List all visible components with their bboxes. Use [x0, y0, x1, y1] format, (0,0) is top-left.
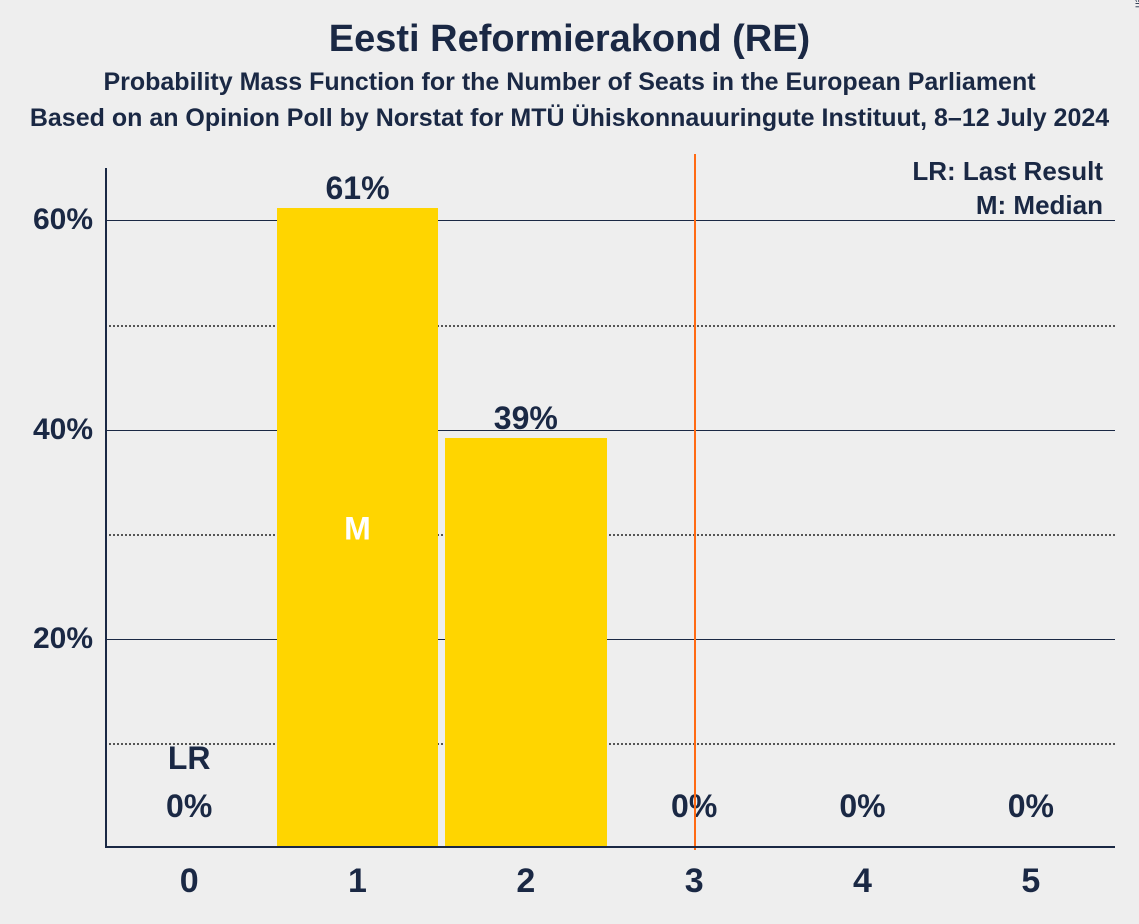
x-axis-label: 1 — [348, 862, 367, 901]
y-axis — [105, 168, 107, 848]
y-axis-label: 20% — [33, 622, 93, 656]
x-axis-label: 4 — [853, 862, 872, 901]
grid-major — [105, 220, 1115, 221]
y-axis-label: 40% — [33, 413, 93, 447]
bar-value-label: 0% — [166, 788, 212, 825]
chart-title: Eesti Reformierakond (RE) — [0, 18, 1139, 61]
legend-median: M: Median — [976, 190, 1103, 221]
x-axis-label: 5 — [1021, 862, 1040, 901]
x-axis-label: 2 — [516, 862, 535, 901]
chart-subtitle-1: Probability Mass Function for the Number… — [0, 68, 1139, 97]
bar-value-label: 0% — [839, 788, 885, 825]
chart-area: LR: Last Result M: Median 20%40%60%0%LR0… — [105, 168, 1115, 848]
bar-value-label: 0% — [1008, 788, 1054, 825]
bar-value-label: 61% — [325, 170, 389, 207]
lr-label: LR — [168, 740, 211, 777]
x-axis-label: 3 — [685, 862, 704, 901]
copyright-text: © 2024 Filip van Laenen — [1133, 0, 1139, 8]
bar — [445, 438, 607, 846]
x-axis-label: 0 — [180, 862, 199, 901]
grid-major — [105, 639, 1115, 640]
x-axis — [105, 846, 1115, 848]
bar-value-label: 39% — [494, 400, 558, 437]
legend-last-result: LR: Last Result — [912, 156, 1103, 187]
y-axis-label: 60% — [33, 203, 93, 237]
median-label: M — [344, 510, 371, 547]
lr-vertical-line — [694, 154, 696, 850]
grid-major — [105, 430, 1115, 431]
grid-minor — [105, 325, 1115, 327]
grid-minor — [105, 534, 1115, 536]
chart-subtitle-2: Based on an Opinion Poll by Norstat for … — [0, 104, 1139, 133]
grid-minor — [105, 743, 1115, 745]
